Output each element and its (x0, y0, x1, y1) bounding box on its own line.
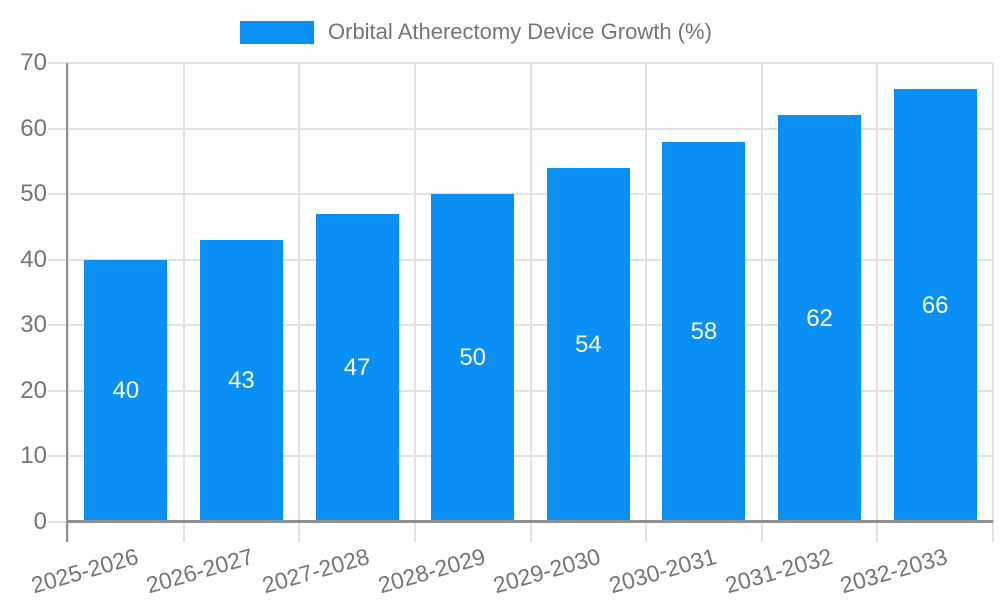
bar[interactable] (199, 240, 283, 522)
x-gridline (298, 63, 301, 542)
y-gridline (48, 62, 993, 64)
x-axis-tick-label: 2030-2031 (606, 543, 720, 599)
x-axis-tick-label: 2025-2026 (28, 543, 141, 599)
y-gridline (48, 324, 993, 327)
bar-value-label: 40 (112, 376, 140, 404)
x-axis-tick-label: 2028-2029 (374, 543, 488, 599)
y-gridline (48, 389, 993, 392)
x-axis-tick-label: 2026-2027 (143, 543, 257, 599)
bar[interactable] (778, 115, 862, 522)
bar-value-label: 66 (921, 291, 949, 319)
x-gridline (67, 63, 69, 542)
bar[interactable] (662, 141, 746, 522)
legend-label: Orbital Atherectomy Device Growth (%) (328, 19, 712, 44)
x-gridline (760, 63, 763, 542)
bar-value-label: 43 (228, 367, 255, 395)
y-gridline (48, 258, 993, 261)
y-axis-tick-label: 40 (20, 245, 47, 273)
x-gridline (876, 63, 879, 542)
y-axis-tick-label: 70 (20, 49, 47, 76)
y-gridline (48, 127, 993, 130)
x-axis-tick-label: 2027-2028 (259, 543, 373, 599)
y-axis-tick-label: 10 (20, 442, 47, 470)
bar-value-label: 54 (574, 330, 602, 358)
y-gridline (48, 193, 993, 196)
chart-legend[interactable]: Orbital Atherectomy Device Growth (%) (240, 17, 712, 47)
bar-value-label: 62 (806, 304, 833, 332)
x-gridline (992, 63, 994, 542)
y-gridline (48, 455, 993, 458)
y-axis-line (66, 63, 68, 542)
y-axis-tick-label: 50 (20, 180, 47, 208)
bar[interactable] (315, 213, 399, 522)
bar[interactable] (546, 167, 630, 522)
legend-swatch-icon (240, 20, 314, 44)
y-axis-tick-label: 60 (20, 114, 47, 142)
y-axis-tick-label: 30 (20, 311, 47, 339)
x-axis-tick-label: 2032-2033 (837, 543, 951, 599)
x-axis-line (68, 520, 993, 523)
x-gridline (529, 63, 532, 542)
x-axis-tick-label: 2031-2032 (721, 543, 835, 599)
x-gridline (645, 63, 648, 542)
bar-value-label: 58 (690, 317, 718, 345)
y-axis-tick-label: 0 (33, 508, 47, 535)
bar-value-label: 47 (343, 353, 371, 381)
bar[interactable] (431, 194, 515, 522)
bar-value-label: 50 (459, 344, 487, 372)
x-gridline (182, 63, 185, 542)
y-axis-tick-label: 20 (20, 376, 47, 404)
bar[interactable] (893, 89, 977, 522)
x-gridline (413, 63, 416, 542)
bar[interactable] (84, 259, 168, 522)
x-axis-tick-label: 2029-2030 (490, 543, 604, 599)
